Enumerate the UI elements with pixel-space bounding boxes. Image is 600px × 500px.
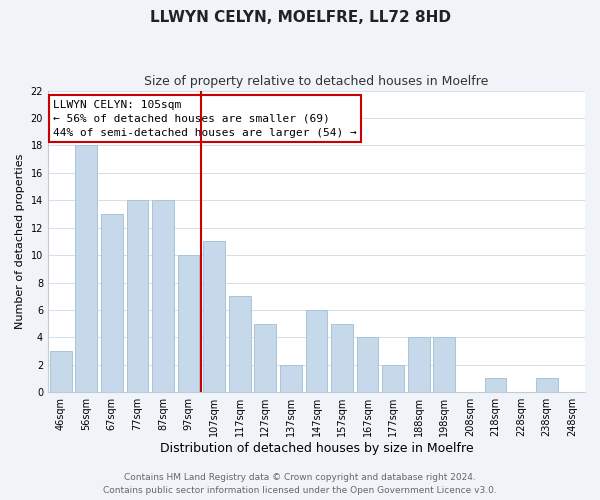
Bar xyxy=(76,146,97,392)
Title: Size of property relative to detached houses in Moelfre: Size of property relative to detached ho… xyxy=(144,75,488,88)
Bar xyxy=(536,378,557,392)
Text: LLWYN CELYN: 105sqm
← 56% of detached houses are smaller (69)
44% of semi-detach: LLWYN CELYN: 105sqm ← 56% of detached ho… xyxy=(53,100,357,138)
Bar xyxy=(485,378,506,392)
Bar xyxy=(203,242,225,392)
Bar xyxy=(101,214,123,392)
Bar xyxy=(305,310,328,392)
Bar xyxy=(280,365,302,392)
Bar xyxy=(229,296,251,392)
Bar xyxy=(408,338,430,392)
Bar xyxy=(178,255,199,392)
Bar xyxy=(50,351,71,392)
Text: Contains HM Land Registry data © Crown copyright and database right 2024.
Contai: Contains HM Land Registry data © Crown c… xyxy=(103,474,497,495)
Text: LLWYN CELYN, MOELFRE, LL72 8HD: LLWYN CELYN, MOELFRE, LL72 8HD xyxy=(149,10,451,25)
Bar xyxy=(152,200,174,392)
Bar xyxy=(127,200,148,392)
Bar xyxy=(331,324,353,392)
X-axis label: Distribution of detached houses by size in Moelfre: Distribution of detached houses by size … xyxy=(160,442,473,455)
Bar xyxy=(382,365,404,392)
Bar xyxy=(254,324,276,392)
Bar xyxy=(357,338,379,392)
Bar xyxy=(433,338,455,392)
Y-axis label: Number of detached properties: Number of detached properties xyxy=(15,154,25,329)
